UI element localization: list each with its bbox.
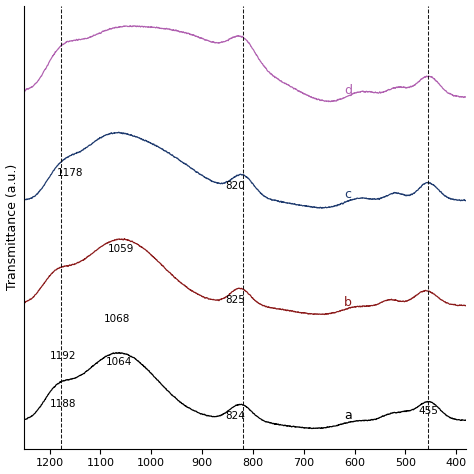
Text: 1068: 1068 [103, 314, 130, 324]
Text: 1064: 1064 [106, 357, 132, 367]
Text: 820: 820 [226, 181, 245, 191]
Text: 824: 824 [225, 410, 245, 420]
Text: d: d [344, 84, 352, 97]
Text: a: a [344, 410, 352, 422]
Text: 1178: 1178 [57, 168, 83, 178]
Text: 1188: 1188 [49, 399, 76, 409]
Text: 1192: 1192 [49, 351, 76, 361]
Text: c: c [344, 189, 351, 201]
Text: 825: 825 [225, 295, 245, 305]
Text: b: b [344, 296, 352, 309]
Text: 455: 455 [418, 406, 438, 416]
Text: 1059: 1059 [108, 244, 135, 254]
Y-axis label: Transmittance (a.u.): Transmittance (a.u.) [6, 164, 18, 290]
